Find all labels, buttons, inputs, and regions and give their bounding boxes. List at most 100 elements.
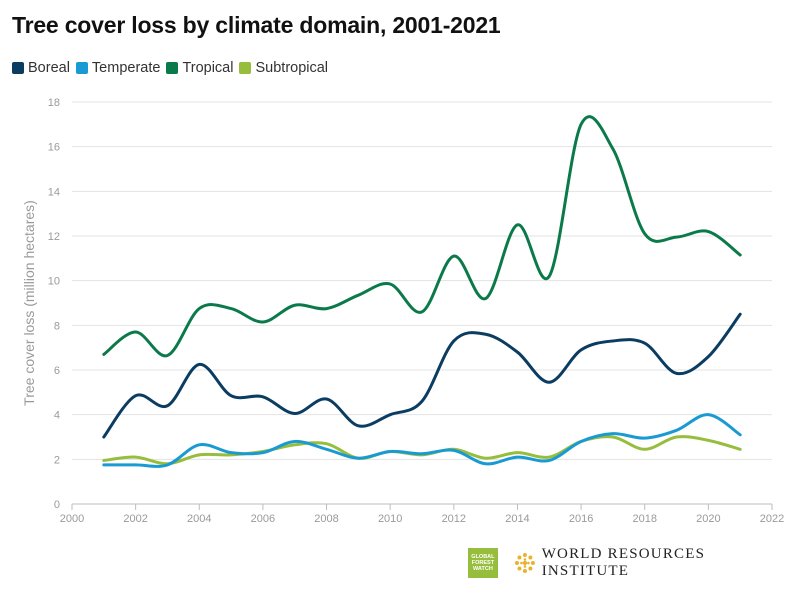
data-point-temperate[interactable] bbox=[736, 431, 744, 439]
data-point-tropical[interactable] bbox=[291, 301, 299, 309]
data-point-boreal[interactable] bbox=[291, 410, 299, 418]
series-line-temperate[interactable] bbox=[102, 413, 742, 468]
data-point-temperate[interactable] bbox=[545, 456, 553, 464]
legend-item-temperate[interactable]: Temperate bbox=[75, 60, 161, 76]
legend-item-subtropical[interactable]: Subtropical bbox=[239, 60, 328, 76]
x-tick-label: 2000 bbox=[60, 513, 84, 525]
data-point-temperate[interactable] bbox=[323, 445, 331, 453]
data-point-temperate[interactable] bbox=[163, 461, 171, 469]
data-point-boreal[interactable] bbox=[418, 397, 426, 405]
data-point-tropical[interactable] bbox=[513, 221, 521, 229]
gfw-logo-line-2: FOREST bbox=[471, 560, 495, 566]
legend-label-temperate: Temperate bbox=[91, 60, 161, 76]
data-point-boreal[interactable] bbox=[132, 392, 140, 400]
x-tick-label: 2004 bbox=[187, 513, 211, 525]
chart-title: Tree cover loss by climate domain, 2001-… bbox=[12, 12, 501, 38]
legend-swatch-boreal bbox=[12, 62, 24, 74]
data-point-temperate[interactable] bbox=[577, 437, 585, 445]
data-point-tropical[interactable] bbox=[418, 308, 426, 316]
legend-item-boreal[interactable]: Boreal bbox=[12, 60, 70, 76]
data-point-tropical[interactable] bbox=[545, 272, 553, 280]
data-point-boreal[interactable] bbox=[354, 422, 362, 430]
x-tick-label: 2014 bbox=[505, 513, 529, 525]
data-point-tropical[interactable] bbox=[641, 230, 649, 238]
data-point-tropical[interactable] bbox=[195, 305, 203, 313]
x-tick-label: 2002 bbox=[123, 513, 147, 525]
legend-label-subtropical: Subtropical bbox=[255, 60, 329, 76]
data-point-temperate[interactable] bbox=[418, 450, 426, 458]
data-point-tropical[interactable] bbox=[577, 120, 585, 128]
y-axis: 0 2 4 6 8 10 12 14 16 18 bbox=[48, 97, 60, 511]
gfw-logo-line-3: WATCH bbox=[473, 566, 493, 572]
data-point-boreal[interactable] bbox=[641, 339, 649, 347]
data-point-temperate[interactable] bbox=[673, 426, 681, 434]
x-tick-label: 2018 bbox=[632, 513, 656, 525]
y-tick-label: 12 bbox=[48, 231, 60, 243]
data-point-boreal[interactable] bbox=[577, 346, 585, 354]
y-tick-label: 18 bbox=[48, 97, 60, 109]
data-point-temperate[interactable] bbox=[641, 434, 649, 442]
data-point-tropical[interactable] bbox=[736, 251, 744, 259]
legend-swatch-subtropical bbox=[239, 62, 252, 74]
data-point-tropical[interactable] bbox=[386, 280, 394, 288]
data-point-subtropical[interactable] bbox=[736, 445, 744, 453]
data-point-tropical[interactable] bbox=[323, 305, 331, 313]
data-point-temperate[interactable] bbox=[482, 460, 490, 468]
data-point-temperate[interactable] bbox=[291, 437, 299, 445]
data-point-tropical[interactable] bbox=[609, 145, 617, 153]
data-point-boreal[interactable] bbox=[100, 433, 108, 441]
gridlines bbox=[72, 101, 772, 505]
series-line-tropical[interactable] bbox=[102, 115, 742, 358]
data-point-subtropical[interactable] bbox=[132, 453, 140, 461]
series-line-boreal[interactable] bbox=[102, 312, 742, 439]
x-tick-label: 2010 bbox=[378, 513, 402, 525]
data-point-boreal[interactable] bbox=[450, 337, 458, 345]
data-point-boreal[interactable] bbox=[545, 378, 553, 386]
data-point-boreal[interactable] bbox=[323, 395, 331, 403]
data-point-tropical[interactable] bbox=[482, 295, 490, 303]
data-point-tropical[interactable] bbox=[227, 305, 235, 313]
data-point-boreal[interactable] bbox=[513, 348, 521, 356]
data-point-tropical[interactable] bbox=[704, 228, 712, 236]
data-point-tropical[interactable] bbox=[450, 252, 458, 260]
data-point-temperate[interactable] bbox=[259, 449, 267, 457]
data-point-boreal[interactable] bbox=[163, 402, 171, 410]
data-point-boreal[interactable] bbox=[227, 392, 235, 400]
data-point-tropical[interactable] bbox=[354, 291, 362, 299]
series-lines bbox=[100, 115, 744, 469]
data-point-boreal[interactable] bbox=[736, 310, 744, 318]
legend-label-boreal: Boreal bbox=[28, 60, 70, 76]
data-point-tropical[interactable] bbox=[132, 328, 140, 336]
data-point-subtropical[interactable] bbox=[704, 436, 712, 444]
y-tick-label: 14 bbox=[48, 186, 60, 198]
data-point-boreal[interactable] bbox=[386, 411, 394, 419]
data-point-tropical[interactable] bbox=[100, 350, 108, 358]
data-point-boreal[interactable] bbox=[482, 330, 490, 338]
x-tick-label: 2006 bbox=[251, 513, 275, 525]
data-point-temperate[interactable] bbox=[132, 461, 140, 469]
data-point-temperate[interactable] bbox=[227, 449, 235, 457]
data-point-temperate[interactable] bbox=[704, 411, 712, 419]
data-point-boreal[interactable] bbox=[609, 337, 617, 345]
data-point-boreal[interactable] bbox=[259, 393, 267, 401]
data-point-tropical[interactable] bbox=[163, 351, 171, 359]
data-point-temperate[interactable] bbox=[386, 448, 394, 456]
data-point-subtropical[interactable] bbox=[195, 451, 203, 459]
data-point-temperate[interactable] bbox=[513, 453, 521, 461]
data-point-temperate[interactable] bbox=[195, 441, 203, 449]
data-point-temperate[interactable] bbox=[354, 454, 362, 462]
legend: Boreal Temperate Tropical Subtropical bbox=[12, 60, 334, 76]
data-point-temperate[interactable] bbox=[100, 461, 108, 469]
wri-star-icon bbox=[514, 553, 535, 573]
wri-logo-text: WORLD RESOURCES INSTITUTE bbox=[541, 546, 706, 579]
data-point-tropical[interactable] bbox=[673, 233, 681, 241]
data-point-subtropical[interactable] bbox=[641, 445, 649, 453]
legend-item-tropical[interactable]: Tropical bbox=[166, 60, 233, 76]
data-point-boreal[interactable] bbox=[195, 360, 203, 368]
data-point-temperate[interactable] bbox=[609, 430, 617, 438]
data-point-boreal[interactable] bbox=[704, 353, 712, 361]
data-point-boreal[interactable] bbox=[673, 369, 681, 377]
data-point-temperate[interactable] bbox=[450, 446, 458, 454]
data-point-tropical[interactable] bbox=[259, 318, 267, 326]
